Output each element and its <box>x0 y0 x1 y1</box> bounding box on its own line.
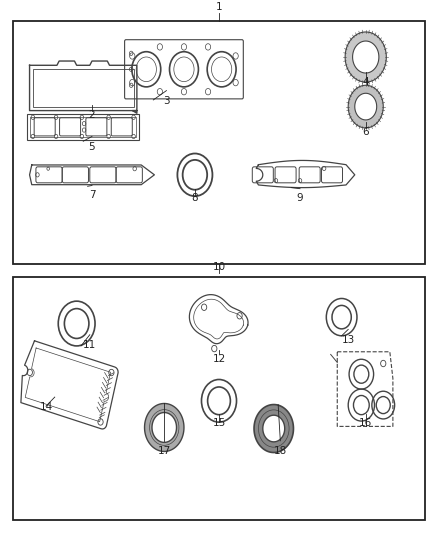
Bar <box>27 114 139 140</box>
Text: 1: 1 <box>215 2 223 12</box>
Text: 9: 9 <box>297 193 304 203</box>
Text: 7: 7 <box>88 190 95 200</box>
Polygon shape <box>345 32 386 82</box>
Bar <box>30 117 137 137</box>
Polygon shape <box>355 93 377 120</box>
Bar <box>33 69 134 107</box>
Text: 10: 10 <box>212 262 226 272</box>
Text: 3: 3 <box>163 96 170 106</box>
Polygon shape <box>348 85 383 128</box>
Text: 14: 14 <box>39 402 53 413</box>
Text: 15: 15 <box>212 418 226 429</box>
Polygon shape <box>254 405 293 453</box>
Bar <box>13 21 425 264</box>
Text: 6: 6 <box>362 127 369 137</box>
Text: 18: 18 <box>274 446 287 456</box>
Text: 17: 17 <box>158 446 171 456</box>
Polygon shape <box>353 41 379 73</box>
Bar <box>13 277 425 520</box>
Polygon shape <box>145 403 184 451</box>
Text: 8: 8 <box>191 193 198 203</box>
Text: 5: 5 <box>88 142 95 152</box>
Text: 16: 16 <box>359 418 372 429</box>
Text: 2: 2 <box>88 110 95 120</box>
Polygon shape <box>152 413 177 442</box>
Text: 12: 12 <box>212 354 226 365</box>
Text: 13: 13 <box>342 335 355 345</box>
Text: 4: 4 <box>362 77 369 87</box>
Polygon shape <box>263 415 285 442</box>
Text: 11: 11 <box>83 340 96 350</box>
